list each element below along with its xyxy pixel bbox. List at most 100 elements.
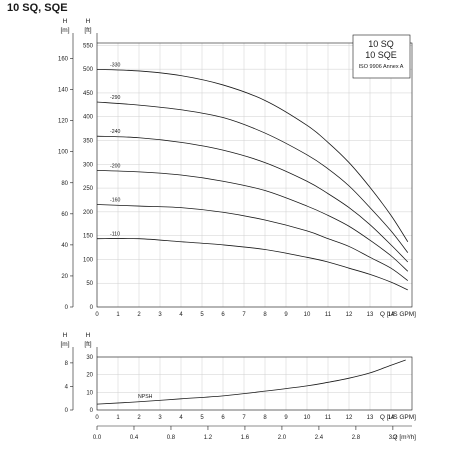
head-ft-tick-label: 0	[90, 305, 94, 311]
head-x-tick-label: 1	[116, 312, 120, 318]
legend-box-line2: 10 SQE	[365, 50, 397, 60]
head-series-line	[96, 204, 409, 281]
npsh-x-tick-label: 9	[284, 415, 288, 421]
head-m-tick-label: 0	[65, 305, 69, 311]
head-ft-tick-label: 450	[83, 91, 94, 97]
head-ylabel-left-name: H	[63, 18, 68, 25]
head-m-tick-label: 80	[61, 181, 68, 187]
head-ft-tick-label: 400	[83, 115, 94, 121]
legend-box-line1: 10 SQ	[368, 39, 394, 49]
page-title: 10 SQ, SQE	[7, 2, 68, 14]
head-x-tick-label: 8	[263, 312, 267, 318]
npsh-x-tick-label: 10	[304, 415, 311, 421]
head-ft-tick-label: 100	[83, 257, 94, 263]
sec-tick-label: 2.8	[352, 435, 361, 441]
head-series-line	[96, 135, 409, 263]
head-ft-tick-label: 250	[83, 186, 94, 192]
sec-tick-label: 1.6	[241, 435, 250, 441]
secondary-flow-axis: 0.0 0.4 0.8 1.2 1.6 2.0 2.4 2.8 3.2Q [m³/h]	[93, 425, 416, 441]
npsh-x-tick-label: 4	[179, 415, 183, 421]
head-ft-tick-label: 500	[83, 67, 94, 73]
npsh-ft-tick-label: 10	[86, 390, 93, 396]
head-m-tick-label: 120	[58, 119, 69, 125]
npsh-ylabel-left-name: H	[63, 332, 68, 339]
npsh-series-label: NPSH	[138, 394, 153, 400]
head-ft-tick-label: 50	[86, 281, 93, 287]
npsh-ft-tick-label: 20	[86, 373, 93, 379]
head-series-label: -330	[110, 62, 120, 68]
npsh-ylabel-right-name: H	[86, 332, 91, 339]
npsh-m-tick-label: 4	[65, 384, 69, 390]
head-m-tick-label: 160	[58, 57, 69, 63]
head-x-tick-label: 0	[95, 312, 99, 318]
head-series-label: -110	[110, 232, 120, 238]
npsh-x-tick-label: 14	[388, 415, 395, 421]
head-series-line	[96, 169, 409, 272]
npsh-x-tick-label: 1	[116, 415, 120, 421]
npsh-chart: 0 1 2 3 4 5 6 7 8 9 10 11 12 13 140102030048H[m]H[ft]Q…	[60, 332, 416, 421]
head-chart: 0 1 2 3 4 5 6 7 8 9 10 11 12 13 1405010015020025030035…	[58, 18, 416, 318]
head-x-tick-label: 7	[242, 312, 246, 318]
head-m-tick-label: 60	[61, 212, 68, 218]
head-series-label: -290	[110, 95, 120, 101]
head-m-tick-label: 140	[58, 88, 69, 94]
npsh-xlabel: Q [US GPM]	[380, 414, 416, 421]
npsh-x-tick-label: 7	[242, 415, 246, 421]
head-ft-tick-label: 550	[83, 43, 94, 49]
head-ylabel-right-unit: [ft]	[84, 27, 91, 34]
head-x-tick-label: 10	[304, 312, 311, 318]
head-ft-tick-label: 200	[83, 210, 94, 216]
head-series-label: -240	[110, 129, 120, 135]
head-x-tick-label: 11	[325, 312, 332, 318]
npsh-x-tick-label: 5	[200, 415, 204, 421]
head-ft-tick-label: 300	[83, 162, 94, 168]
head-ft-tick-label: 150	[83, 234, 94, 240]
npsh-series-line	[96, 359, 406, 405]
npsh-x-tick-label: 12	[346, 415, 353, 421]
sec-tick-label: 3.2	[389, 435, 398, 441]
legend-box: 10 SQ 10 SQE ISO 9906 Annex A	[352, 34, 411, 79]
npsh-x-tick-label: 0	[95, 415, 99, 421]
head-series-label: -200	[110, 163, 120, 169]
npsh-ylabel-right-unit: [ft]	[84, 341, 91, 348]
head-x-tick-label: 4	[179, 312, 183, 318]
head-x-tick-label: 3	[158, 312, 162, 318]
npsh-ylabel-left-unit: [m]	[60, 341, 69, 348]
sec-tick-label: 1.2	[204, 435, 213, 441]
npsh-m-tick-label: 8	[65, 361, 69, 367]
head-ylabel-right-name: H	[86, 18, 91, 25]
sec-tick-label: 2.4	[315, 435, 324, 441]
head-x-tick-label: 12	[346, 312, 353, 318]
npsh-x-tick-label: 6	[221, 415, 225, 421]
head-x-tick-label: 13	[367, 312, 374, 318]
npsh-x-tick-label: 3	[158, 415, 162, 421]
npsh-m-tick-label: 0	[65, 408, 69, 414]
head-series-line	[96, 69, 409, 242]
npsh-ft-tick-label: 0	[90, 408, 94, 414]
head-ylabel-left-unit: [m]	[60, 27, 69, 34]
head-x-tick-label: 14	[388, 312, 395, 318]
npsh-x-tick-label: 13	[367, 415, 374, 421]
head-x-tick-label: 9	[284, 312, 288, 318]
sec-tick-label: 0.4	[130, 435, 139, 441]
head-m-tick-label: 20	[61, 274, 68, 280]
npsh-x-tick-label: 8	[263, 415, 267, 421]
head-plot-frame	[96, 42, 413, 308]
head-x-tick-label: 6	[221, 312, 225, 318]
npsh-ft-tick-label: 30	[86, 355, 93, 361]
npsh-plot-frame	[96, 356, 413, 411]
npsh-x-tick-label: 2	[137, 415, 141, 421]
legend-box-line3: ISO 9906 Annex A	[359, 64, 404, 70]
head-series-line	[96, 101, 409, 253]
head-m-tick-label: 40	[61, 243, 68, 249]
head-x-tick-label: 5	[200, 312, 204, 318]
head-m-tick-label: 100	[58, 150, 69, 156]
sec-tick-label: 0.8	[167, 435, 176, 441]
head-xlabel: Q [US GPM]	[380, 311, 416, 318]
npsh-x-tick-label: 11	[325, 415, 332, 421]
legend-box-frame	[352, 34, 411, 79]
sec-tick-label: 0.0	[93, 435, 102, 441]
head-ft-tick-label: 350	[83, 139, 94, 145]
head-series-line	[96, 238, 408, 291]
